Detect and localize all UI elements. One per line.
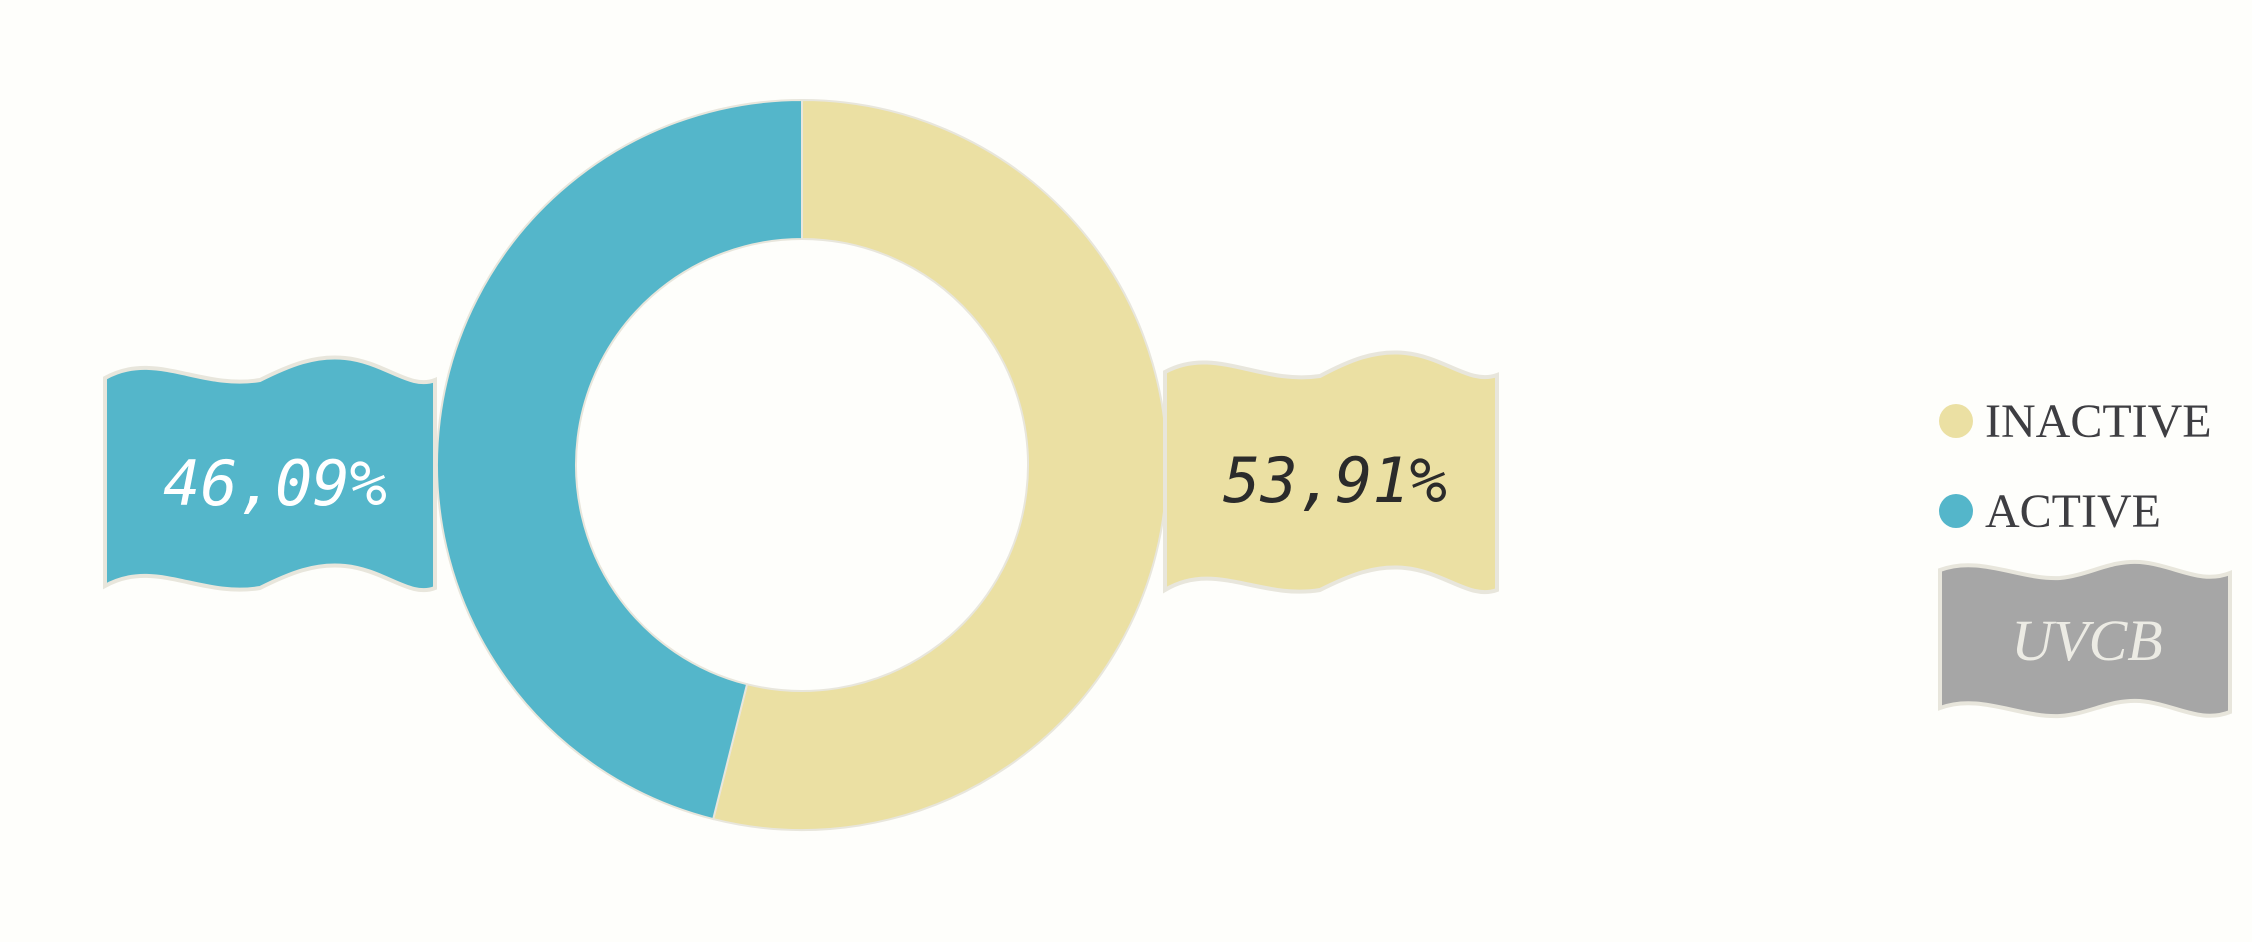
legend: INACTIVE ACTIVE UVCB xyxy=(1938,395,2232,719)
legend-marker-inactive xyxy=(1939,404,1973,438)
legend-marker-active xyxy=(1939,494,1973,528)
legend-label-inactive: INACTIVE xyxy=(1985,395,2212,448)
inactive-percent-label: 53,91% xyxy=(1223,444,1447,517)
donut-slices xyxy=(436,98,1168,831)
inactive-callout: 53,91% xyxy=(1163,350,1499,595)
donut-slice-inactive xyxy=(712,98,1168,831)
inactive-callout-flag xyxy=(1163,350,1499,595)
legend-flag-label: UVCB xyxy=(2011,608,2162,673)
active-callout-flag xyxy=(103,355,437,593)
legend-flag xyxy=(1938,559,2232,719)
legend-label-active: ACTIVE xyxy=(1985,485,2161,538)
active-callout: 46,09% xyxy=(103,355,437,593)
donut-slice-active xyxy=(436,98,803,821)
active-percent-label: 46,09% xyxy=(163,447,387,520)
